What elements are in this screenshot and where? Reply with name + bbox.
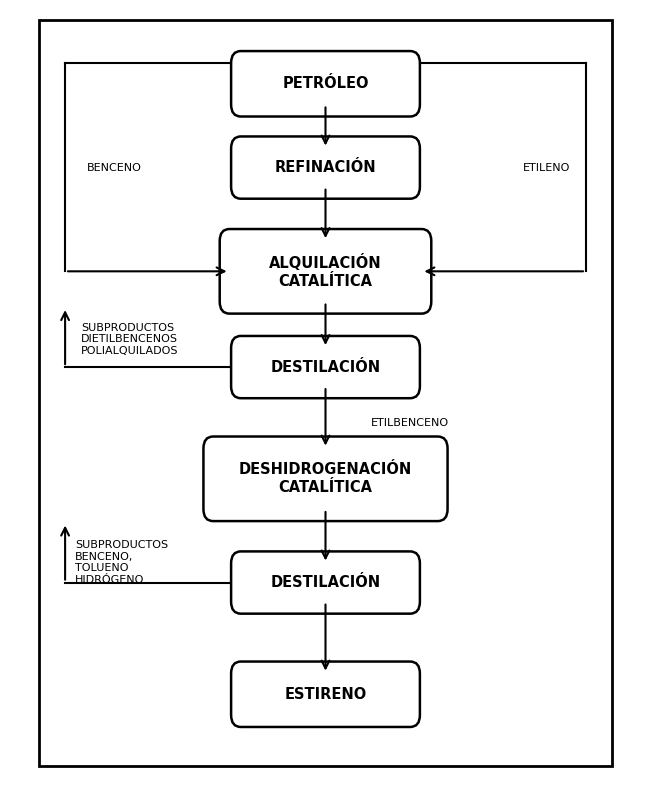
FancyBboxPatch shape [220, 229, 431, 314]
FancyBboxPatch shape [231, 551, 420, 614]
Text: DESTILACIÓN: DESTILACIÓN [270, 575, 381, 590]
FancyBboxPatch shape [231, 136, 420, 199]
Text: BENCENO: BENCENO [87, 163, 141, 172]
FancyBboxPatch shape [231, 336, 420, 398]
Text: ETILBENCENO: ETILBENCENO [371, 418, 449, 428]
Text: SUBPRODUCTOS
BENCENO,
TOLUENO
HIDRÓGENO: SUBPRODUCTOS BENCENO, TOLUENO HIDRÓGENO [75, 540, 168, 585]
Text: ALQUILACIÓN
CATALÍTICA: ALQUILACIÓN CATALÍTICA [269, 254, 382, 289]
Text: DESTILACIÓN: DESTILACIÓN [270, 360, 381, 374]
FancyBboxPatch shape [231, 662, 420, 727]
Text: ESTIRENO: ESTIRENO [284, 687, 367, 701]
Text: ETILENO: ETILENO [523, 163, 570, 172]
Text: PETRÓLEO: PETRÓLEO [283, 77, 368, 91]
FancyBboxPatch shape [203, 437, 448, 521]
Text: SUBPRODUCTOS
DIETILBENCENOS
POLIALQUILADOS: SUBPRODUCTOS DIETILBENCENOS POLIALQUILAD… [81, 322, 179, 356]
FancyBboxPatch shape [39, 20, 612, 766]
Text: DESHIDROGENACIÓN
CATALÍTICA: DESHIDROGENACIÓN CATALÍTICA [239, 462, 412, 496]
FancyBboxPatch shape [231, 51, 420, 117]
Text: REFINACIÓN: REFINACIÓN [275, 160, 376, 175]
